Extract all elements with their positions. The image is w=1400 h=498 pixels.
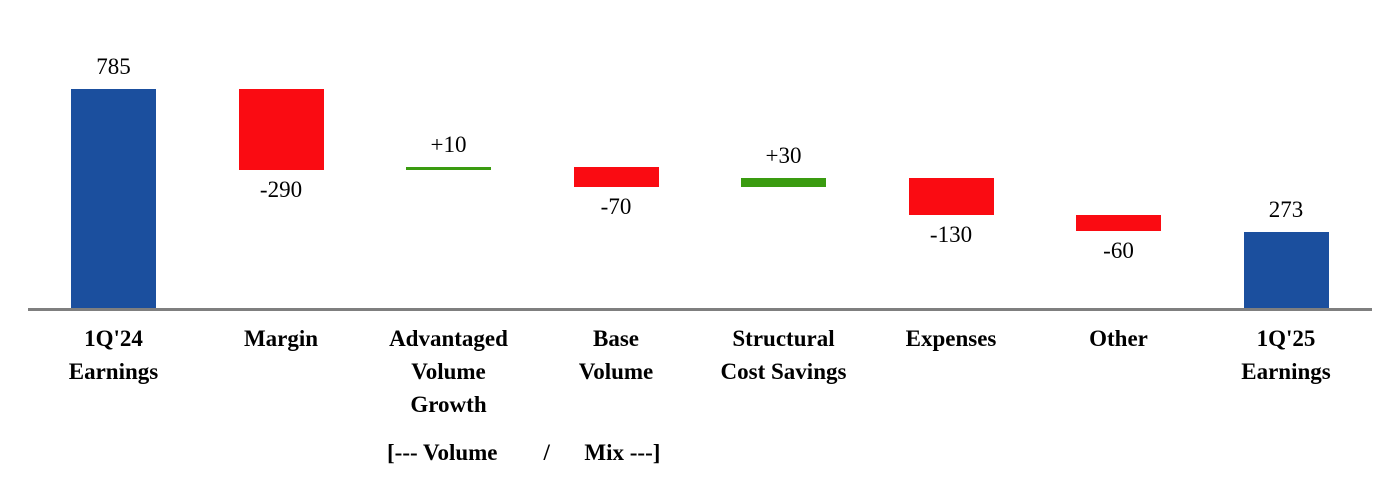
category-label-1q-25-earnings: 1Q'25 Earnings <box>1241 326 1331 384</box>
x-axis-line <box>28 308 1372 311</box>
bar-1q-25-earnings <box>1243 231 1329 308</box>
value-label-structural-cost-savings: +30 <box>765 143 802 169</box>
value-label-other: -60 <box>1103 238 1134 264</box>
value-label-margin: -290 <box>259 177 303 203</box>
value-label-base-volume: -70 <box>600 193 632 219</box>
bar-expenses <box>908 178 994 215</box>
bar-advantaged-volume-growth <box>406 167 491 171</box>
volume-mix-annotation: [--- Volume / Mix ---] <box>387 440 661 465</box>
bar-margin <box>238 89 324 171</box>
category-label-other: Other <box>1089 326 1148 351</box>
value-label-expenses: -130 <box>929 221 973 247</box>
category-label-advantaged-volume-growth: Advantaged Volume Growth <box>389 326 508 417</box>
category-label-structural-cost-savings: Structural Cost Savings <box>720 326 847 384</box>
category-label-margin: Margin <box>243 326 319 351</box>
value-label-advantaged-volume-growth: +10 <box>430 132 467 158</box>
category-label-base-volume: Base Volume <box>578 326 654 384</box>
bar-1q-24-earnings <box>71 89 156 308</box>
category-label-1q-24-earnings: 1Q'24 Earnings <box>68 326 159 384</box>
bar-base-volume <box>573 167 659 187</box>
value-label-1q-24-earnings: 785 <box>96 54 131 80</box>
bar-other <box>1076 214 1161 232</box>
bar-structural-cost-savings <box>741 178 826 187</box>
category-label-expenses: Expenses <box>905 326 997 351</box>
value-label-1q-25-earnings: 273 <box>1268 196 1304 222</box>
